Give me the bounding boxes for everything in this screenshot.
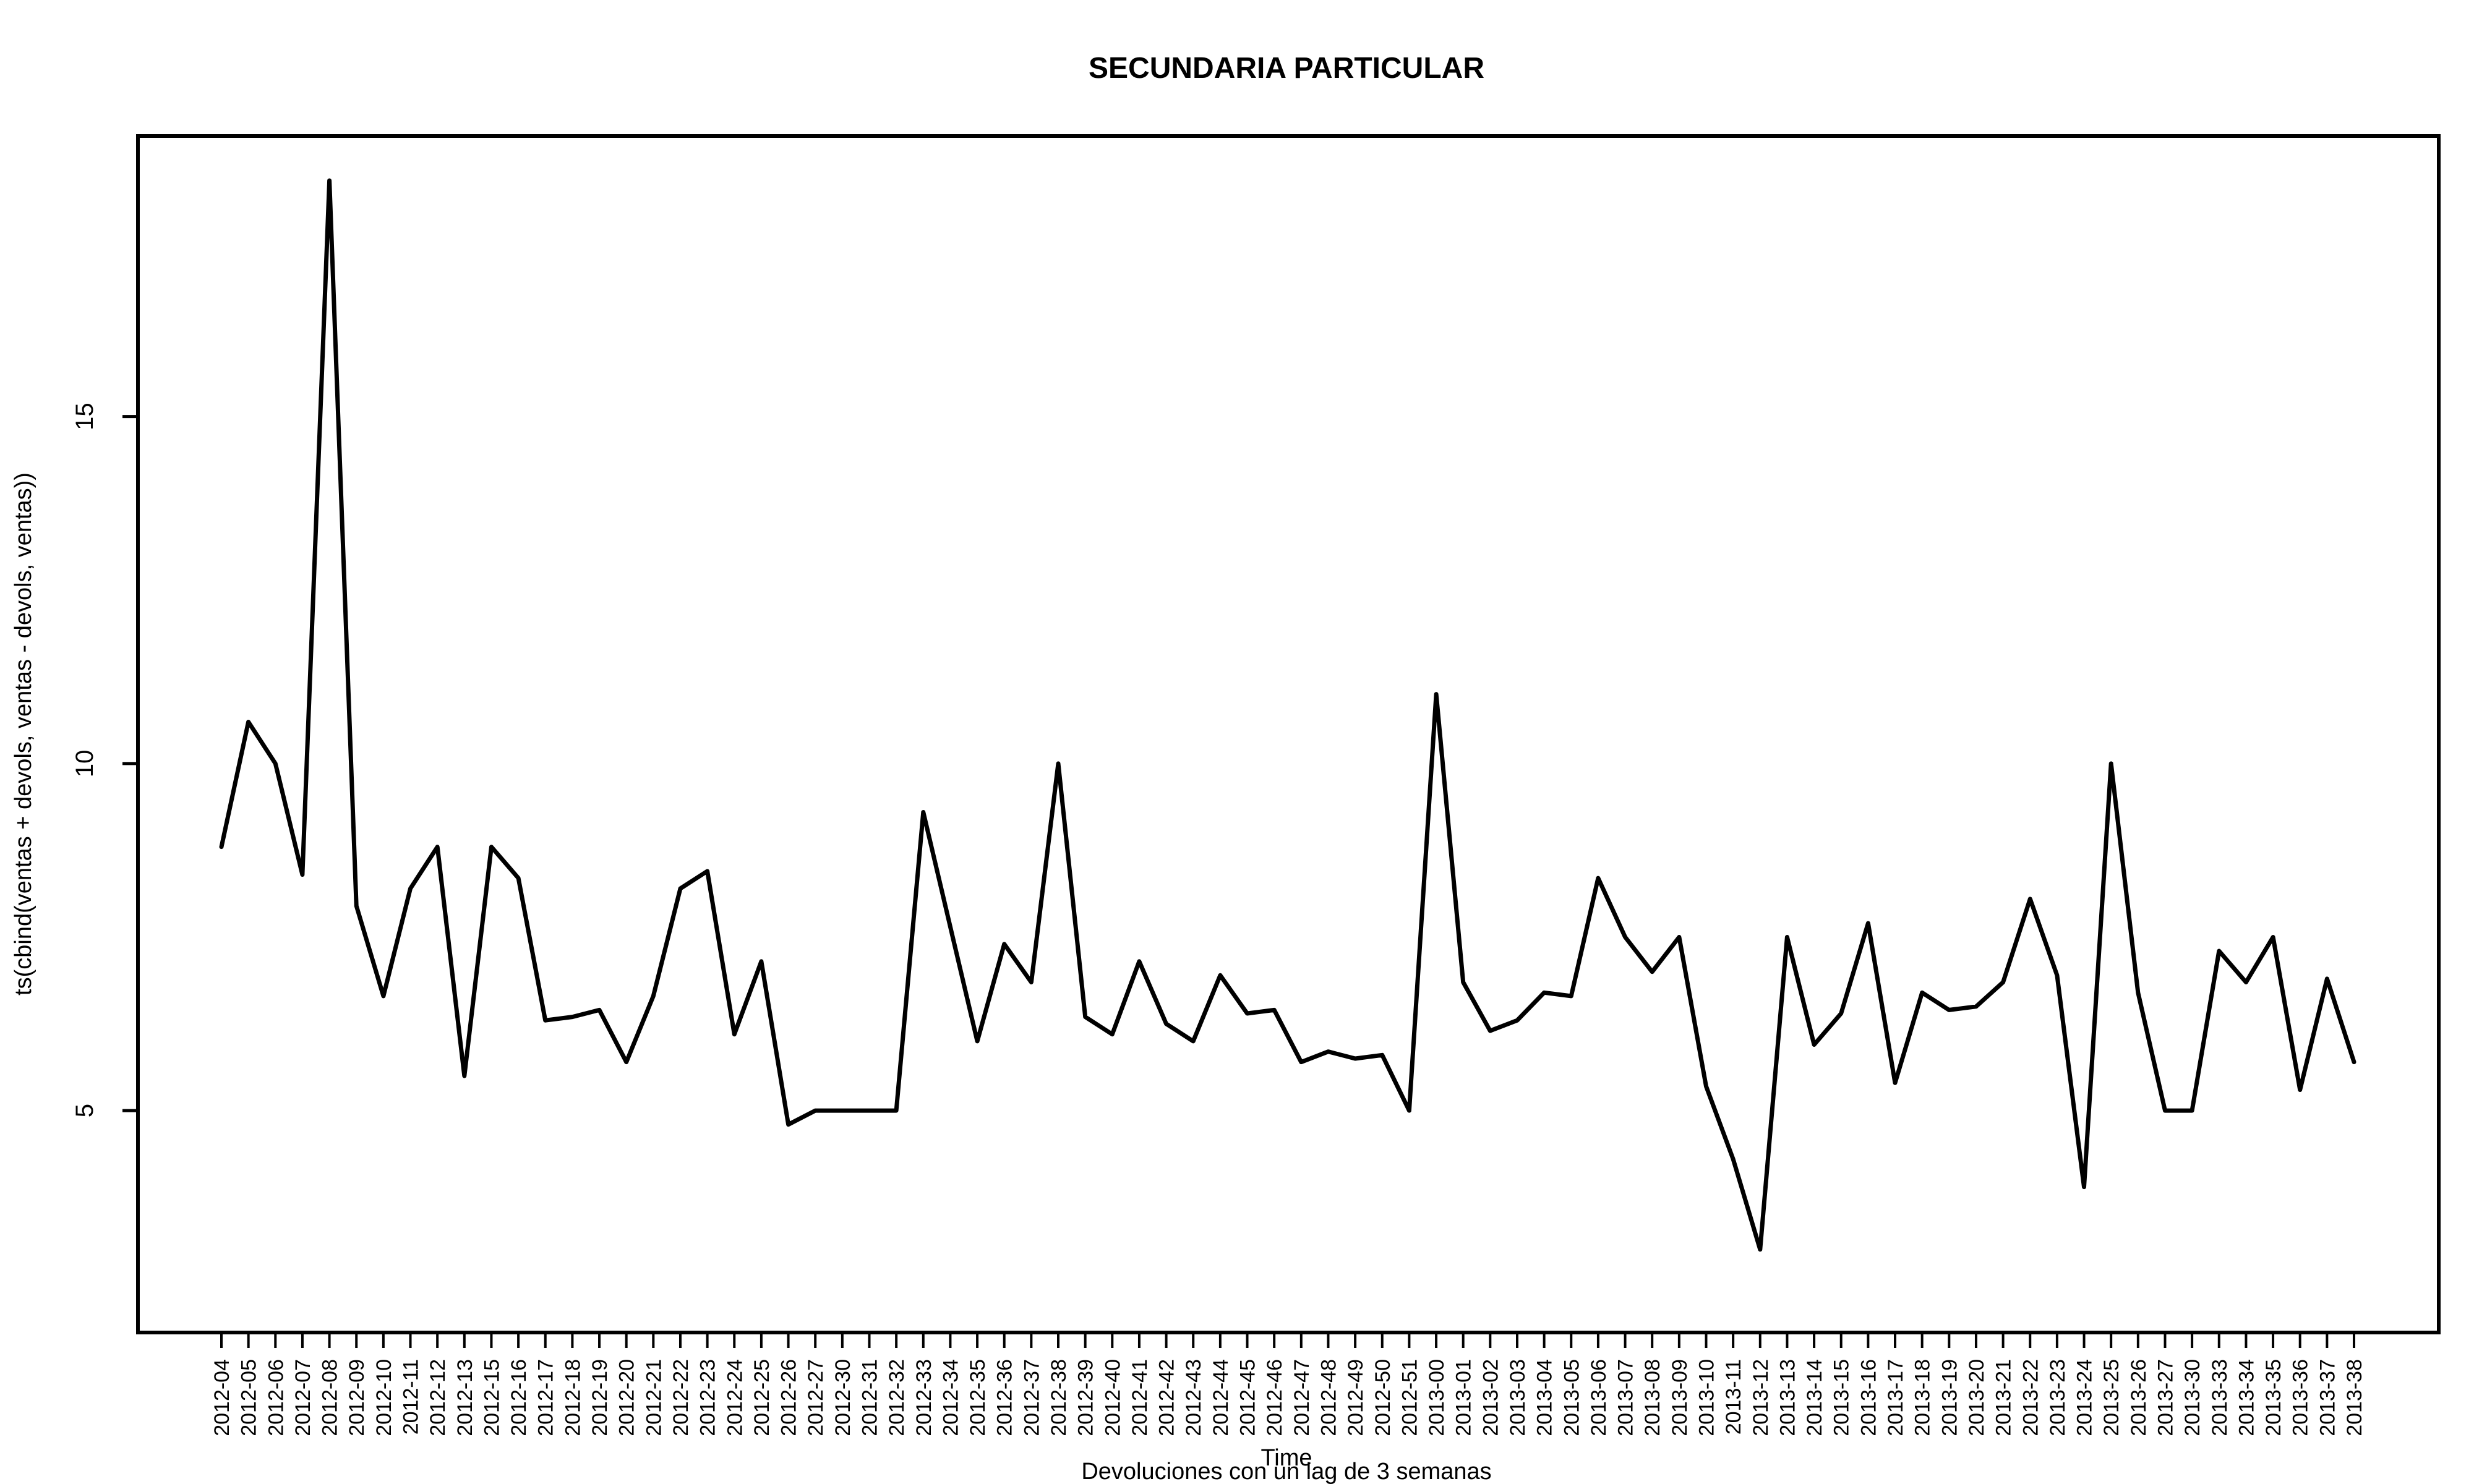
x-tick-label: 2012-44 bbox=[1209, 1359, 1233, 1436]
x-tick-label: 2013-02 bbox=[1479, 1359, 1502, 1436]
x-tick-label: 2013-08 bbox=[1641, 1359, 1664, 1436]
x-axis-label: Time bbox=[1261, 1445, 1312, 1471]
x-tick-label: 2013-01 bbox=[1452, 1359, 1476, 1436]
x-tick-label: 2013-34 bbox=[2235, 1359, 2258, 1436]
y-tick-label: 15 bbox=[71, 403, 98, 430]
y-tick-label: 10 bbox=[71, 750, 98, 778]
data-points bbox=[220, 179, 2356, 1252]
x-tick-label: 2012-17 bbox=[534, 1359, 558, 1436]
x-tick-label: 2012-32 bbox=[885, 1359, 909, 1436]
x-tick-label: 2012-34 bbox=[939, 1359, 962, 1436]
x-tick-label: 2012-09 bbox=[345, 1359, 369, 1436]
x-tick-label: 2013-09 bbox=[1668, 1359, 1692, 1436]
x-tick-label: 2012-42 bbox=[1155, 1359, 1179, 1436]
y-tick-label: 5 bbox=[71, 1104, 98, 1117]
x-tick-label: 2012-39 bbox=[1074, 1359, 1098, 1436]
x-tick-label: 2013-23 bbox=[2046, 1359, 2070, 1436]
x-tick-label: 2013-38 bbox=[2343, 1359, 2366, 1436]
x-tick-label: 2013-12 bbox=[1749, 1359, 1773, 1436]
x-tick-label: 2012-30 bbox=[831, 1359, 855, 1436]
x-tick-label: 2013-00 bbox=[1425, 1359, 1449, 1436]
x-tick-label: 2013-26 bbox=[2127, 1359, 2151, 1436]
x-tick-label: 2013-15 bbox=[1830, 1359, 1854, 1436]
x-tick-label: 2012-20 bbox=[615, 1359, 639, 1436]
plot-frame bbox=[136, 134, 2441, 1334]
x-tick-label: 2013-36 bbox=[2289, 1359, 2313, 1436]
x-tick-label: 2012-18 bbox=[561, 1359, 584, 1436]
x-axis: 2012-04 2012-05 2012-06 2012-07 2012-08 2012-… bbox=[210, 1333, 2366, 1436]
x-tick-label: 2013-35 bbox=[2262, 1359, 2285, 1436]
x-tick-label: 2013-30 bbox=[2181, 1359, 2204, 1436]
x-tick-label: 2012-33 bbox=[912, 1359, 936, 1436]
x-tick-label: 2013-22 bbox=[2019, 1359, 2042, 1436]
x-tick-label: 2013-04 bbox=[1533, 1359, 1557, 1436]
x-tick-label: 2012-05 bbox=[238, 1359, 261, 1436]
x-tick-label: 2012-13 bbox=[453, 1359, 477, 1436]
x-tick-label: 2013-17 bbox=[1884, 1359, 1907, 1436]
x-tick-label: 2012-38 bbox=[1047, 1359, 1071, 1436]
x-tick-label: 2012-40 bbox=[1101, 1359, 1124, 1436]
x-tick-label: 2012-19 bbox=[588, 1359, 612, 1436]
x-tick-label: 2012-43 bbox=[1182, 1359, 1205, 1436]
x-tick-label: 2012-31 bbox=[858, 1359, 881, 1436]
x-tick-label: 2012-06 bbox=[264, 1359, 288, 1436]
x-tick-label: 2013-06 bbox=[1587, 1359, 1611, 1436]
x-tick-label: 2012-07 bbox=[291, 1359, 315, 1436]
x-tick-label: 2012-51 bbox=[1398, 1359, 1421, 1436]
x-tick-label: 2013-33 bbox=[2208, 1359, 2232, 1436]
x-tick-label: 2013-10 bbox=[1695, 1359, 1719, 1436]
x-tick-label: 2012-45 bbox=[1236, 1359, 1260, 1436]
x-tick-label: 2012-04 bbox=[210, 1359, 234, 1436]
x-tick-label: 2013-07 bbox=[1614, 1359, 1638, 1436]
x-tick-label: 2012-46 bbox=[1263, 1359, 1286, 1436]
x-tick-label: 2012-15 bbox=[480, 1359, 503, 1436]
x-tick-label: 2013-24 bbox=[2073, 1359, 2097, 1436]
y-axis-label: ts(cbind(ventas + devols, ventas - devol… bbox=[11, 472, 36, 996]
x-tick-label: 2012-23 bbox=[696, 1359, 720, 1436]
x-tick-label: 2012-49 bbox=[1344, 1359, 1368, 1436]
x-tick-label: 2012-35 bbox=[966, 1359, 990, 1436]
x-tick-label: 2012-10 bbox=[372, 1359, 396, 1436]
series-line bbox=[219, 178, 2356, 1252]
x-tick-label: 2012-11 bbox=[400, 1359, 423, 1435]
x-tick-label: 2013-03 bbox=[1506, 1359, 1530, 1436]
x-tick-label: 2012-24 bbox=[723, 1359, 747, 1436]
y-axis: 5 10 15 bbox=[71, 403, 138, 1117]
x-tick-label: 2012-48 bbox=[1317, 1359, 1340, 1436]
x-tick-label: 2012-16 bbox=[507, 1359, 531, 1436]
x-tick-label: 2013-13 bbox=[1776, 1359, 1799, 1436]
x-tick-label: 2013-18 bbox=[1911, 1359, 1935, 1436]
x-tick-label: 2013-05 bbox=[1560, 1359, 1583, 1436]
x-tick-label: 2012-08 bbox=[319, 1359, 342, 1436]
x-tick-label: 2012-37 bbox=[1020, 1359, 1043, 1436]
x-tick-label: 2012-26 bbox=[777, 1359, 801, 1436]
x-tick-label: 2013-27 bbox=[2154, 1359, 2177, 1436]
x-tick-label: 2012-22 bbox=[669, 1359, 693, 1436]
x-tick-label: 2013-14 bbox=[1803, 1359, 1826, 1436]
x-tick-label: 2013-11 bbox=[1722, 1359, 1745, 1435]
x-tick-label: 2013-37 bbox=[2316, 1359, 2339, 1436]
chart-title: SECUNDARIA PARTICULAR bbox=[1089, 52, 1484, 85]
x-tick-label: 2012-47 bbox=[1290, 1359, 1314, 1436]
x-tick-label: 2013-20 bbox=[1965, 1359, 1988, 1436]
x-tick-label: 2013-19 bbox=[1938, 1359, 1961, 1436]
chart-subtitle: Devoluciones con un lag de 3 semanas bbox=[1081, 1459, 1491, 1484]
x-tick-label: 2012-50 bbox=[1371, 1359, 1395, 1436]
x-tick-label: 2013-21 bbox=[1992, 1359, 2016, 1436]
x-tick-label: 2013-25 bbox=[2100, 1359, 2123, 1436]
x-tick-label: 2012-41 bbox=[1128, 1359, 1152, 1436]
x-tick-label: 2012-12 bbox=[426, 1359, 450, 1436]
x-tick-label: 2012-21 bbox=[642, 1359, 666, 1436]
x-tick-label: 2012-36 bbox=[993, 1359, 1017, 1436]
x-tick-label: 2012-25 bbox=[750, 1359, 774, 1436]
x-tick-label: 2013-16 bbox=[1857, 1359, 1880, 1436]
x-tick-label: 2012-27 bbox=[804, 1359, 828, 1436]
